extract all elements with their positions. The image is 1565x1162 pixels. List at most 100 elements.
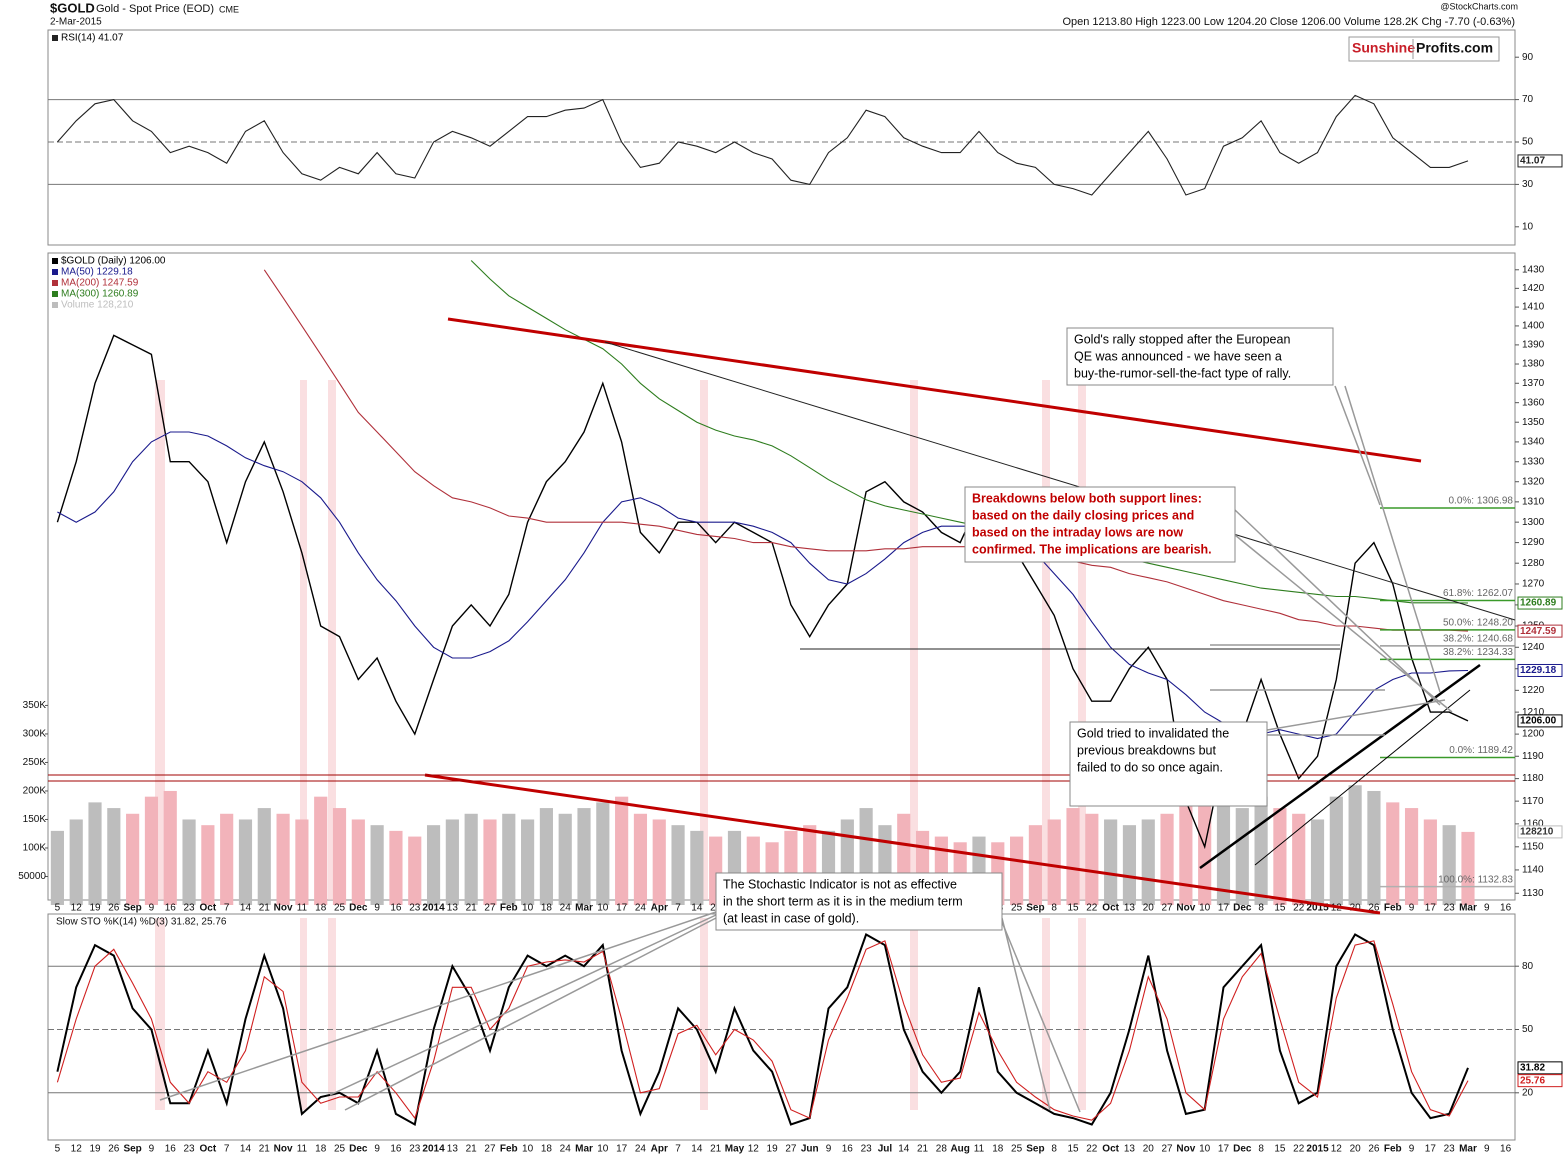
x-tick-label: Sep bbox=[123, 1144, 141, 1155]
last-value-box bbox=[1517, 624, 1563, 638]
y2-tick-label: 200K bbox=[23, 786, 47, 797]
y-tick-label: 20 bbox=[1522, 1087, 1534, 1098]
x-tick-label: 15 bbox=[1067, 1144, 1079, 1155]
volume-bar bbox=[1254, 796, 1268, 905]
last-value-label: 25.76 bbox=[1520, 1075, 1545, 1086]
volume-bar bbox=[1442, 825, 1456, 905]
volume-bar bbox=[257, 808, 271, 905]
volume-bar bbox=[332, 808, 347, 905]
x-tick-label: Apr bbox=[651, 903, 668, 914]
y-tick-label: 1170 bbox=[1522, 796, 1544, 807]
x-tick-label: 9 bbox=[1484, 903, 1490, 914]
x-tick-label: 23 bbox=[1444, 1144, 1456, 1155]
x-tick-label: Feb bbox=[500, 1144, 518, 1155]
x-tick-label: 10 bbox=[1199, 1144, 1211, 1155]
last-value-box bbox=[1517, 1074, 1563, 1088]
highlight-band bbox=[700, 918, 708, 1110]
y2-tick-label: 350K bbox=[23, 700, 47, 711]
y2-tick-label: 100K bbox=[23, 843, 47, 854]
x-tick-label: Feb bbox=[1384, 1144, 1402, 1155]
volume-bar bbox=[577, 808, 591, 905]
x-tick-label: 20 bbox=[1143, 903, 1155, 914]
x-tick-label: Mar bbox=[1459, 903, 1477, 914]
annotation-text: Gold's rally stopped after the European bbox=[1074, 332, 1290, 346]
x-tick-label: 17 bbox=[616, 903, 628, 914]
volume-bar bbox=[1310, 819, 1325, 905]
x-tick-label: 2015 bbox=[1306, 903, 1329, 914]
y-tick-label: 1300 bbox=[1522, 517, 1545, 528]
date: 2-Mar-2015 bbox=[50, 17, 102, 28]
x-tick-label: 9 bbox=[149, 903, 155, 914]
trend-line bbox=[344, 917, 717, 1111]
volume-bar bbox=[558, 813, 572, 905]
x-tick-label: Mar bbox=[575, 1144, 593, 1155]
legend-entry: $GOLD (Daily) 1206.00 bbox=[61, 256, 166, 267]
x-tick-label: 17 bbox=[1218, 903, 1230, 914]
volume-bar bbox=[464, 813, 478, 905]
volume-bar bbox=[652, 819, 666, 905]
x-tick-label: 21 bbox=[259, 903, 271, 914]
x-tick-label: 22 bbox=[1293, 903, 1305, 914]
volume-bar bbox=[408, 836, 422, 905]
x-tick-label: 26 bbox=[1368, 903, 1380, 914]
volume-bar bbox=[1216, 802, 1231, 905]
highlight-band bbox=[155, 918, 165, 1110]
x-tick-label: 12 bbox=[1331, 1144, 1343, 1155]
x-tick-label: 14 bbox=[240, 903, 252, 914]
x-tick-label: 7 bbox=[224, 903, 230, 914]
last-value-box bbox=[1517, 154, 1563, 168]
volume-bar bbox=[1179, 779, 1193, 905]
x-tick-label: 16 bbox=[1500, 903, 1512, 914]
volume-bar bbox=[1367, 790, 1381, 905]
series-line bbox=[56, 940, 1469, 1121]
volume-bar bbox=[314, 796, 328, 905]
trend-line bbox=[1344, 385, 1441, 693]
annotation-text: previous breakdowns but bbox=[1077, 743, 1216, 757]
y-tick-label: 1240 bbox=[1522, 642, 1545, 653]
highlight-band bbox=[300, 918, 307, 1110]
legend-entry: MA(200) 1247.59 bbox=[61, 278, 139, 289]
y-tick-label: 1380 bbox=[1522, 359, 1545, 370]
x-tick-label: 13 bbox=[447, 1144, 459, 1155]
x-tick-label: 5 bbox=[55, 1144, 61, 1155]
x-tick-label: Jul bbox=[878, 1144, 893, 1155]
highlight-band bbox=[328, 918, 336, 1110]
annotation-text: based on the intraday lows are now bbox=[972, 525, 1183, 539]
x-tick-label: 17 bbox=[1218, 1144, 1230, 1155]
highlight-band bbox=[155, 380, 165, 900]
volume-bar bbox=[1235, 808, 1249, 905]
trend-line bbox=[447, 317, 1422, 463]
x-tick-label: Sep bbox=[123, 903, 141, 914]
annotation-box bbox=[1069, 721, 1268, 807]
volume-bar bbox=[1292, 813, 1306, 905]
x-tick-label: Jun bbox=[801, 1144, 819, 1155]
y-tick-label: 1200 bbox=[1522, 729, 1545, 740]
logo-left: Sunshine bbox=[1352, 40, 1415, 56]
panel-frame bbox=[47, 913, 1516, 1141]
x-tick-label: 18 bbox=[541, 903, 553, 914]
y-tick-label: 1310 bbox=[1522, 497, 1545, 508]
x-tick-label: 10 bbox=[597, 1144, 609, 1155]
series-line bbox=[56, 933, 1469, 1127]
x-tick-label: 18 bbox=[992, 1144, 1004, 1155]
volume-bar bbox=[88, 802, 102, 905]
volume-bar bbox=[238, 819, 253, 905]
y-tick-label: 1220 bbox=[1522, 685, 1545, 696]
x-tick-label: 23 bbox=[1444, 903, 1456, 914]
y-tick-label: 90 bbox=[1522, 52, 1534, 63]
y-tick-label: 1390 bbox=[1522, 340, 1545, 351]
fib-label: 0.0%: 1306.98 bbox=[1449, 496, 1514, 507]
y-tick-label: 1410 bbox=[1522, 302, 1545, 313]
y2-tick-label: 300K bbox=[23, 729, 47, 740]
x-tick-label: Oct bbox=[1102, 1144, 1119, 1155]
x-tick-label: May bbox=[725, 1144, 745, 1155]
x-tick-label: 23 bbox=[409, 903, 421, 914]
x-tick-label: 9 bbox=[1409, 1144, 1415, 1155]
y2-tick-label: 250K bbox=[23, 757, 47, 768]
highlight-band bbox=[700, 380, 708, 900]
last-value-label: 1206.00 bbox=[1520, 716, 1557, 727]
x-tick-label: 24 bbox=[635, 903, 647, 914]
x-tick-label: 10 bbox=[1199, 903, 1211, 914]
y-tick-label: 1350 bbox=[1522, 417, 1545, 428]
